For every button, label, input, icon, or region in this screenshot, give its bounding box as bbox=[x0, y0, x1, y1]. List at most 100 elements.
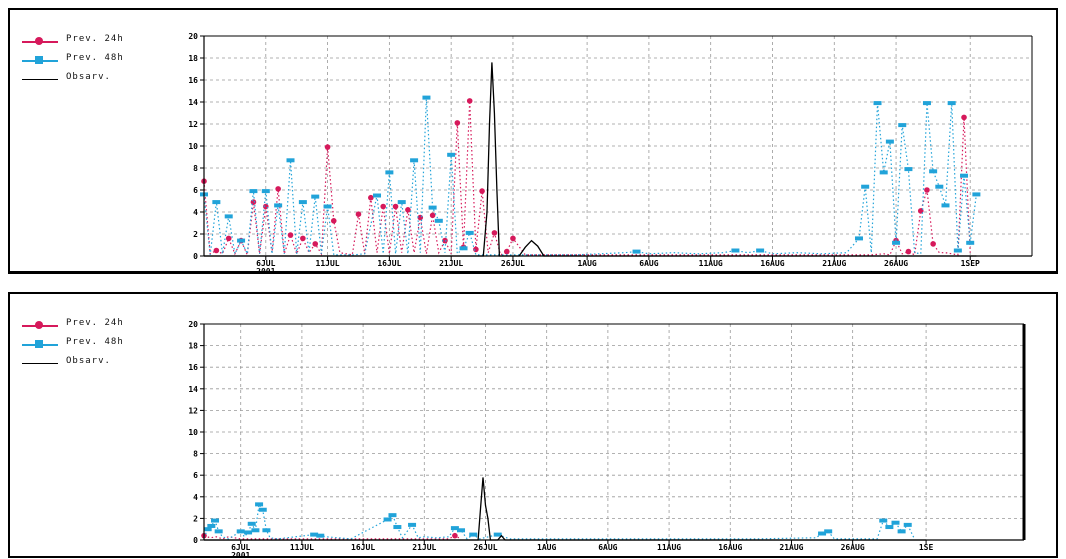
x-tick-label: 21JUL bbox=[412, 543, 436, 552]
y-tick-label: 20 bbox=[188, 320, 198, 329]
legend-item-prev-24h: Prev. 24h bbox=[22, 316, 182, 335]
data-point-prev-48h bbox=[236, 529, 245, 534]
data-point-prev-24h bbox=[454, 120, 461, 126]
data-point-prev-48h bbox=[947, 101, 956, 106]
data-point-prev-48h bbox=[385, 170, 394, 175]
y-tick-label: 14 bbox=[188, 98, 198, 107]
legend-item-prev-48h: Prev. 48h bbox=[22, 51, 182, 70]
data-point-prev-48h bbox=[274, 203, 283, 208]
x-tick-label: 6AUG bbox=[598, 543, 617, 552]
y-tick-label: 4 bbox=[193, 493, 198, 502]
legend-label-observed: Obsarv. bbox=[66, 72, 111, 82]
data-point-prev-24h bbox=[300, 235, 306, 242]
y-tick-label: 18 bbox=[188, 342, 198, 351]
data-point-prev-48h bbox=[935, 184, 944, 189]
y-tick-label: 2 bbox=[193, 230, 198, 239]
data-point-prev-24h bbox=[368, 194, 374, 201]
legend-item-prev-48h: Prev. 48h bbox=[22, 335, 182, 354]
legend-label-prev-48h: Prev. 48h bbox=[66, 53, 124, 63]
series-line-prev-24h bbox=[203, 100, 971, 258]
x-tick-label: 1AUG bbox=[537, 543, 556, 552]
legend-top: Prev. 24h Prev. 48h Obsarv. bbox=[22, 32, 182, 89]
data-point-prev-24h bbox=[380, 203, 386, 210]
data-point-prev-48h bbox=[258, 507, 267, 512]
x-tick-sublabel: 2001 bbox=[256, 267, 275, 271]
data-point-prev-48h bbox=[286, 158, 295, 163]
data-point-prev-48h bbox=[966, 240, 975, 245]
data-point-prev-48h bbox=[447, 152, 456, 157]
legend-label-prev-24h: Prev. 24h bbox=[66, 34, 124, 44]
x-tick-label: 1AUG bbox=[577, 259, 596, 268]
data-point-prev-24h bbox=[275, 186, 281, 192]
y-tick-label: 20 bbox=[188, 32, 198, 41]
data-point-prev-48h bbox=[237, 238, 246, 243]
legend-label-prev-24h: Prev. 24h bbox=[66, 318, 124, 328]
y-tick-label: 14 bbox=[188, 385, 198, 394]
data-point-prev-24h bbox=[287, 232, 294, 238]
data-point-prev-24h bbox=[466, 98, 473, 104]
data-point-prev-48h bbox=[898, 123, 907, 128]
x-tick-label: 26AUG bbox=[884, 259, 908, 268]
data-point-prev-48h bbox=[897, 529, 906, 534]
legend-marker-prev-24h bbox=[35, 37, 43, 45]
x-tick-label: 6AUG bbox=[639, 259, 658, 268]
data-point-prev-48h bbox=[211, 518, 220, 523]
data-point-prev-24h bbox=[312, 241, 319, 247]
data-point-prev-48h bbox=[298, 200, 307, 205]
data-point-prev-24h bbox=[961, 114, 967, 121]
data-point-prev-48h bbox=[261, 189, 270, 194]
data-point-prev-24h bbox=[905, 248, 912, 255]
y-tick-label: 16 bbox=[188, 363, 198, 372]
data-point-prev-24h bbox=[405, 207, 411, 213]
data-point-prev-48h bbox=[873, 101, 882, 106]
data-point-prev-48h bbox=[224, 214, 233, 219]
data-point-prev-24h bbox=[491, 230, 498, 236]
data-point-prev-48h bbox=[457, 528, 466, 533]
data-point-prev-48h bbox=[465, 230, 474, 235]
data-point-prev-24h bbox=[924, 187, 930, 193]
x-tick-label: 26JUL bbox=[501, 259, 525, 268]
legend-marker-prev-48h bbox=[35, 56, 43, 64]
data-point-prev-24h bbox=[930, 241, 936, 247]
data-point-prev-48h bbox=[892, 240, 901, 245]
data-point-prev-24h bbox=[429, 212, 436, 219]
data-point-prev-48h bbox=[824, 529, 833, 534]
data-point-prev-48h bbox=[203, 527, 212, 532]
data-point-prev-48h bbox=[388, 513, 397, 518]
data-point-prev-48h bbox=[251, 528, 260, 533]
x-tick-label: 21AUG bbox=[822, 259, 846, 268]
y-tick-label: 0 bbox=[193, 536, 198, 545]
data-point-prev-48h bbox=[904, 167, 913, 172]
data-point-prev-48h bbox=[879, 518, 888, 523]
x-tick-label: 1SEP bbox=[961, 259, 980, 268]
legend-bottom: Prev. 24h Prev. 48h Obsarv. bbox=[22, 316, 182, 373]
data-point-prev-24h bbox=[225, 235, 232, 242]
data-point-prev-24h bbox=[452, 532, 458, 539]
data-point-prev-48h bbox=[922, 101, 931, 106]
data-point-prev-24h bbox=[213, 247, 220, 254]
x-tick-label: 6JUL bbox=[231, 543, 250, 552]
data-point-prev-48h bbox=[383, 517, 392, 522]
data-point-prev-48h bbox=[373, 193, 382, 198]
y-tick-label: 10 bbox=[188, 142, 198, 151]
data-point-prev-48h bbox=[434, 218, 443, 223]
y-tick-label: 16 bbox=[188, 76, 198, 85]
y-tick-label: 2 bbox=[193, 514, 198, 523]
data-point-prev-48h bbox=[207, 523, 216, 528]
x-tick-label: 1SE bbox=[919, 543, 934, 552]
data-point-prev-48h bbox=[960, 173, 969, 178]
x-tick-label: 11JUL bbox=[290, 543, 314, 552]
x-tick-label: 26AUG bbox=[841, 543, 865, 552]
legend-item-observed: Obsarv. bbox=[22, 354, 182, 373]
data-point-prev-48h bbox=[469, 532, 478, 537]
x-tick-label: 11AUG bbox=[699, 259, 723, 268]
data-point-prev-48h bbox=[929, 169, 938, 174]
data-point-prev-48h bbox=[408, 522, 417, 527]
data-point-prev-48h bbox=[255, 502, 264, 507]
series-line-obsarv bbox=[204, 62, 977, 257]
data-point-prev-24h bbox=[324, 144, 331, 150]
data-point-prev-48h bbox=[310, 532, 319, 537]
data-point-prev-48h bbox=[393, 525, 402, 530]
